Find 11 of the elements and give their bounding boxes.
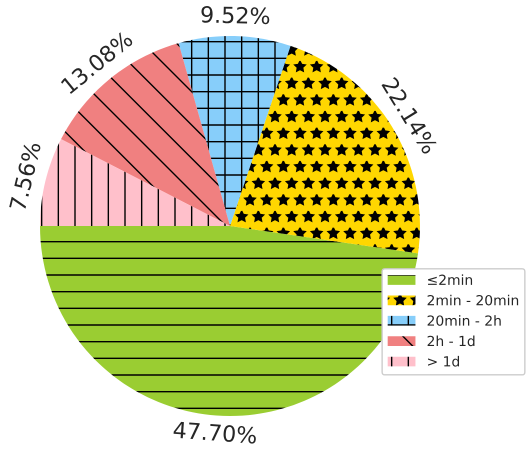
legend-label: 2h - 1d [428, 335, 474, 346]
legend-label: ≤2min [428, 274, 472, 285]
pie-slice [178, 36, 291, 226]
legend-label: 2min - 20min [428, 294, 518, 306]
pie-slice [40, 139, 230, 226]
legend-label: > 1d [428, 356, 460, 367]
pie-slice [40, 226, 418, 416]
data-label: 9.52% [201, 6, 270, 24]
data-label: 47.70% [173, 421, 257, 444]
legend-label: 20min - 2h [428, 315, 501, 326]
data-label: 7.56% [8, 141, 42, 211]
